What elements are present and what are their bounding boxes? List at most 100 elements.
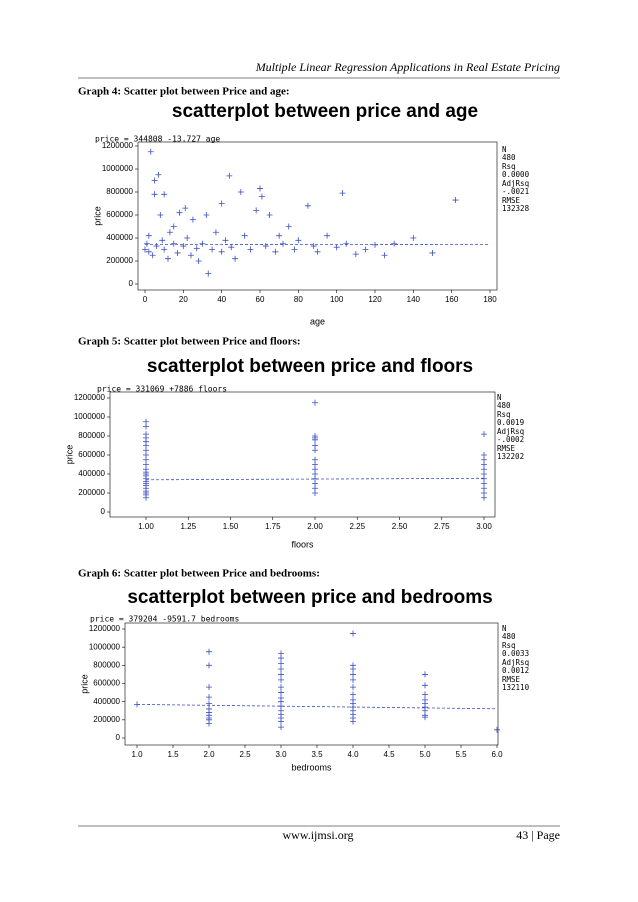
x-tick-label: 1.00: [138, 522, 154, 531]
footer-site: www.ijmsi.org: [282, 828, 353, 842]
point: [226, 172, 233, 179]
point: [372, 241, 378, 248]
stat-label: Rsq: [502, 162, 516, 171]
stat-value: 132202: [497, 452, 524, 461]
y-tick-label: 1000000: [89, 642, 121, 651]
caption: Graph 5: Scatter plot between Price and …: [78, 336, 301, 348]
y-axis-label: price: [92, 206, 102, 226]
x-tick-label: 80: [294, 295, 303, 304]
x-axis-label: bedrooms: [291, 762, 332, 772]
y-tick-label: 600000: [78, 450, 105, 459]
x-axis-label: age: [310, 316, 325, 326]
x-axis-label: floors: [291, 539, 314, 549]
y-tick-label: 200000: [93, 715, 120, 724]
stat-value: 0.0019: [497, 418, 524, 427]
y-tick-label: 0: [129, 279, 134, 288]
x-tick-label: 1.50: [223, 522, 239, 531]
y-tick-label: 800000: [106, 187, 133, 196]
y-tick-label: 0: [101, 507, 106, 516]
y-tick-label: 400000: [106, 233, 133, 242]
y-tick-label: 600000: [93, 679, 120, 688]
point: [143, 494, 149, 501]
x-tick-label: 4.0: [347, 750, 359, 759]
caption: Graph 6: Scatter plot between Price and …: [78, 568, 320, 580]
point: [481, 431, 487, 438]
point: [134, 701, 140, 708]
x-tick-label: 2.5: [239, 750, 251, 759]
point: [174, 249, 181, 256]
x-tick-label: 2.50: [392, 522, 408, 531]
point: [262, 243, 269, 250]
x-tick-label: 2.75: [434, 522, 450, 531]
point: [452, 197, 459, 204]
point: [291, 246, 298, 253]
y-tick-label: 1000000: [102, 164, 134, 173]
fit-line: [145, 477, 485, 481]
point: [199, 240, 206, 247]
x-tick-label: 2.0: [203, 750, 215, 759]
point: [350, 671, 356, 678]
point: [278, 671, 284, 678]
y-tick-label: 1000000: [74, 412, 106, 421]
y-tick-label: 1200000: [102, 141, 134, 150]
stat-label: Rsq: [502, 641, 516, 650]
point: [257, 185, 263, 192]
stat-value: 480: [502, 632, 516, 641]
point: [222, 237, 229, 244]
point: [422, 682, 428, 689]
y-tick-label: 800000: [93, 660, 120, 669]
point: [206, 694, 212, 701]
chart-title: scatterplot between price and age: [172, 101, 478, 122]
stat-value: 0.0033: [502, 649, 529, 658]
x-tick-label: 120: [368, 295, 382, 304]
point: [145, 232, 152, 239]
y-axis-label: price: [64, 445, 74, 465]
point: [422, 714, 428, 721]
point: [176, 209, 183, 216]
stat-label: AdjRsq: [502, 658, 529, 667]
point: [209, 246, 216, 253]
point: [147, 148, 154, 155]
point: [314, 248, 321, 255]
point: [188, 252, 194, 259]
plot-frame: [124, 622, 499, 746]
point: [157, 212, 164, 218]
point: [228, 244, 235, 251]
point: [218, 200, 225, 207]
point: [429, 249, 436, 256]
point: [218, 248, 225, 255]
x-tick-label: 2.25: [349, 522, 365, 531]
stat-value: 0.0000: [502, 170, 530, 179]
point: [266, 212, 273, 218]
stat-value: 480: [502, 153, 516, 162]
point: [362, 246, 369, 253]
y-tick-label: 200000: [78, 488, 105, 497]
x-tick-label: 1.0: [131, 750, 143, 759]
point: [350, 684, 356, 691]
point: [203, 212, 210, 218]
point: [350, 691, 356, 698]
point: [151, 191, 158, 198]
point: [161, 191, 168, 198]
y-axis-label: price: [79, 674, 89, 694]
point: [339, 190, 346, 197]
x-tick-label: 180: [483, 295, 497, 304]
point: [145, 248, 152, 255]
point: [422, 691, 428, 698]
stat-label: N: [502, 145, 507, 154]
stat-value: -.0021: [502, 187, 529, 196]
point: [312, 447, 318, 454]
point: [170, 240, 177, 247]
stat-label: RMSE: [497, 444, 516, 453]
stat-label: N: [502, 624, 507, 633]
x-tick-label: 3.5: [311, 750, 323, 759]
point: [312, 399, 318, 406]
point: [312, 436, 318, 443]
x-tick-label: 5.5: [455, 750, 467, 759]
point: [143, 240, 150, 247]
caption: Graph 4: Scatter plot between Price and …: [78, 86, 290, 98]
stat-label: AdjRsq: [502, 179, 529, 188]
point: [278, 665, 284, 672]
